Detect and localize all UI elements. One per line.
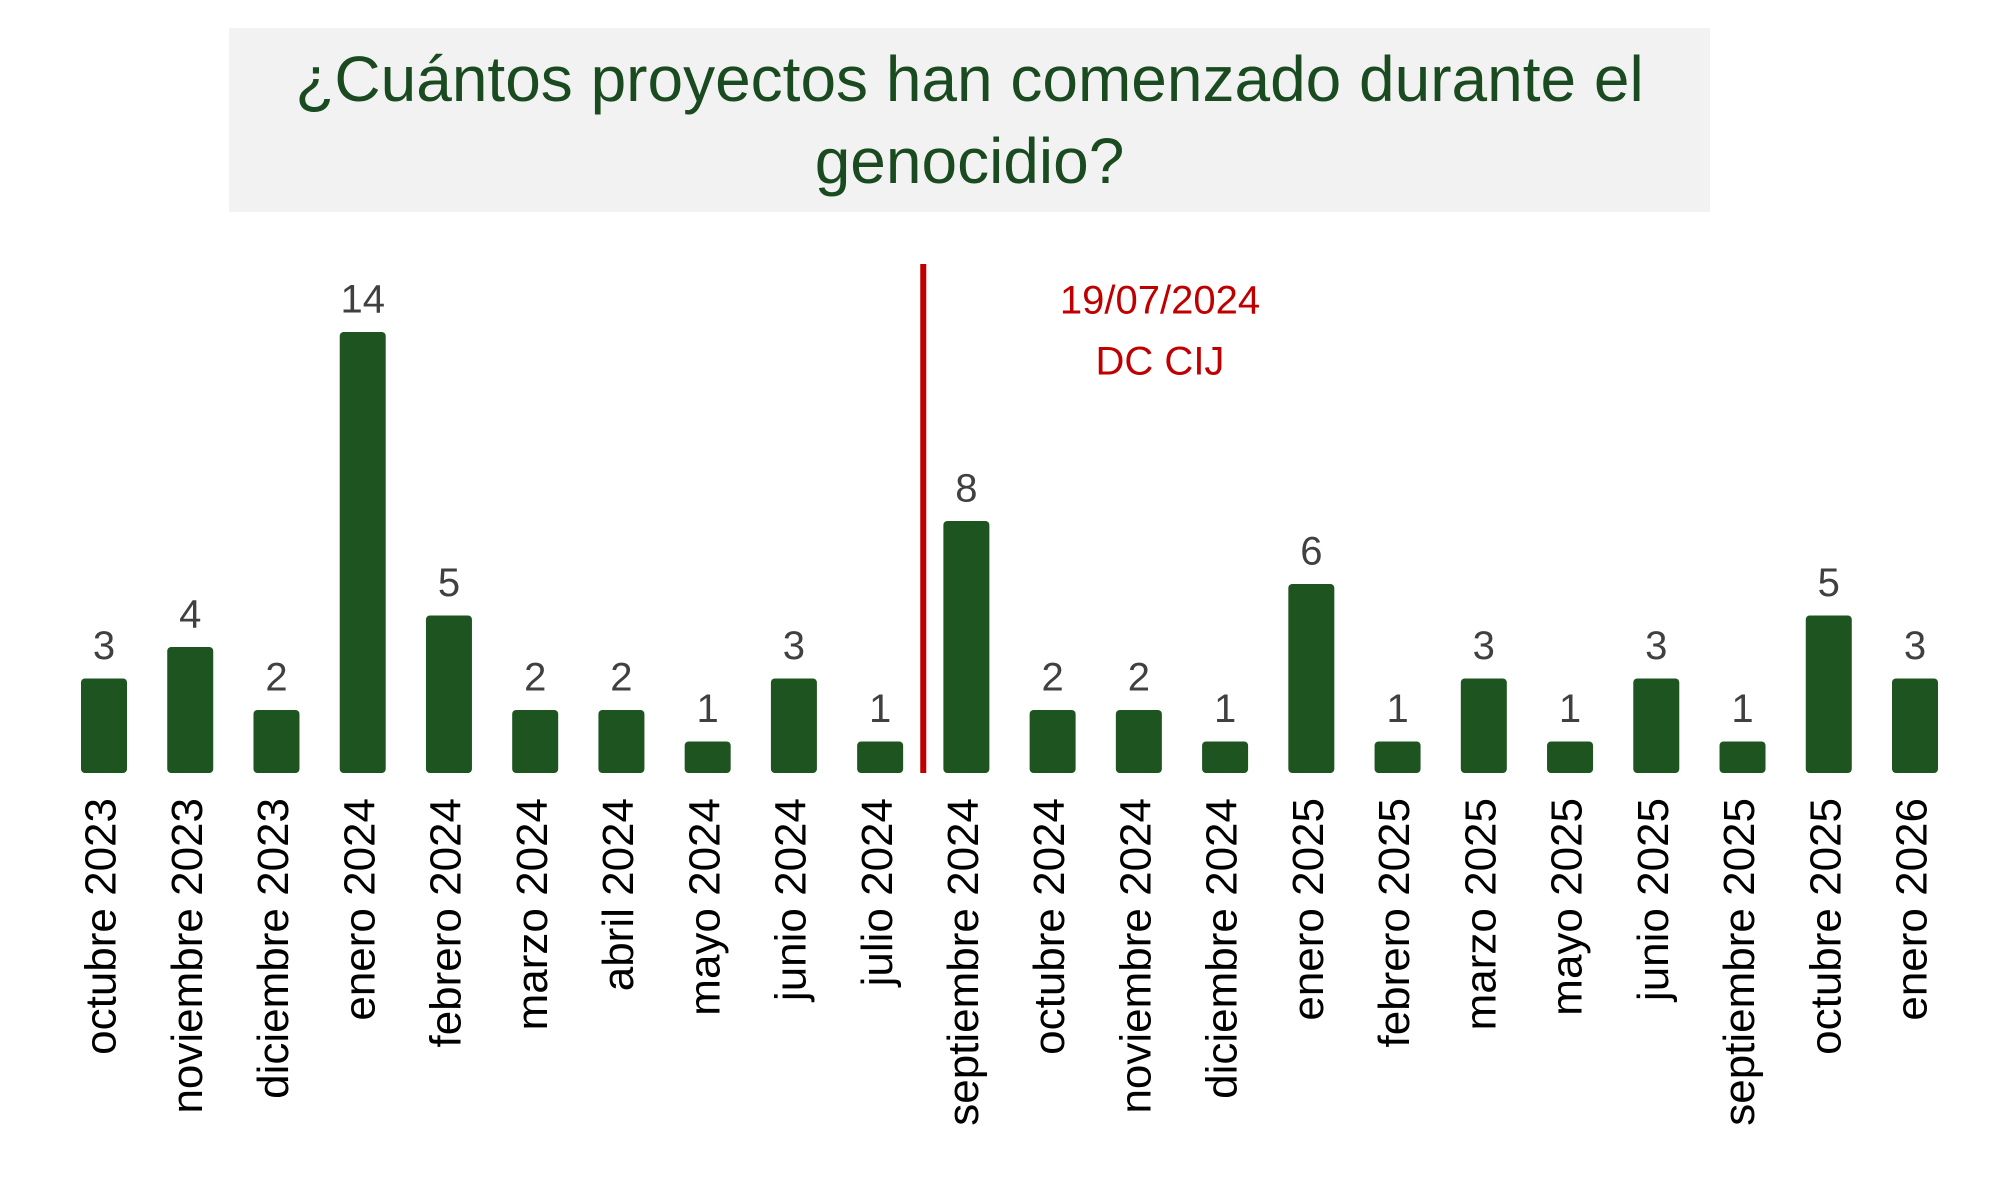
x-tick-label: enero 2025 <box>1284 798 1333 1021</box>
bar <box>1029 710 1076 773</box>
bar <box>1288 584 1335 773</box>
data-label: 3 <box>93 624 115 668</box>
x-tick-label: mayo 2024 <box>680 798 729 1016</box>
bar <box>512 710 559 773</box>
data-label: 2 <box>610 656 632 700</box>
data-label: 1 <box>1214 687 1236 731</box>
x-tick-label: octubre 2024 <box>1025 798 1074 1055</box>
data-label: 2 <box>1041 656 1063 700</box>
x-tick-label: diciembre 2023 <box>249 798 298 1099</box>
data-label: 1 <box>1731 687 1753 731</box>
data-label: 5 <box>438 561 460 605</box>
x-tick-label: noviembre 2023 <box>163 798 212 1114</box>
bar <box>1633 678 1680 773</box>
x-tick-label: noviembre 2024 <box>1111 798 1160 1114</box>
x-tick-label: octubre 2023 <box>77 798 126 1055</box>
x-tick-label: febrero 2024 <box>422 798 471 1048</box>
data-label: 2 <box>524 656 546 700</box>
data-label: 14 <box>340 278 385 322</box>
x-tick-label: marzo 2024 <box>508 798 557 1030</box>
bar <box>167 647 214 773</box>
annotation-text: 19/07/2024 <box>1060 279 1260 323</box>
bar <box>943 521 990 773</box>
data-label: 5 <box>1818 561 1840 605</box>
data-label: 3 <box>1904 624 1926 668</box>
bar <box>1202 741 1249 773</box>
bar <box>339 332 386 773</box>
x-tick-label: septiembre 2025 <box>1715 798 1764 1126</box>
bar <box>1892 678 1938 773</box>
data-label: 1 <box>869 687 891 731</box>
data-label: 1 <box>1559 687 1581 731</box>
data-label: 2 <box>265 656 287 700</box>
x-tick-label: septiembre 2024 <box>939 798 988 1126</box>
bar <box>1115 710 1162 773</box>
data-label: 2 <box>1128 656 1150 700</box>
x-tick-label: abril 2024 <box>594 798 643 991</box>
bar <box>1719 741 1766 773</box>
x-tick-label: enero 2026 <box>1888 798 1937 1021</box>
data-label: 1 <box>697 687 719 731</box>
x-tick-label: mayo 2025 <box>1543 798 1592 1016</box>
chart-title: ¿Cuántos proyectos han comenzado durante… <box>229 28 1710 212</box>
bar <box>253 710 300 773</box>
bar <box>684 741 731 773</box>
data-label: 4 <box>179 593 201 637</box>
bar <box>598 710 645 773</box>
data-label: 3 <box>1645 624 1667 668</box>
x-tick-label: julio 2024 <box>853 798 902 988</box>
data-label: 6 <box>1300 530 1322 574</box>
bar <box>770 678 817 773</box>
data-label: 3 <box>1473 624 1495 668</box>
data-label: 3 <box>783 624 805 668</box>
bar <box>1460 678 1507 773</box>
data-label: 8 <box>955 467 977 511</box>
bar <box>1547 741 1594 773</box>
x-tick-label: febrero 2025 <box>1370 798 1419 1048</box>
bar <box>425 615 472 773</box>
x-tick-label: junio 2024 <box>767 798 816 1003</box>
bar <box>857 741 904 773</box>
bar <box>1805 615 1852 773</box>
x-tick-label: marzo 2025 <box>1456 798 1505 1030</box>
annotation-text: DC CIJ <box>1096 340 1225 384</box>
data-label: 1 <box>1386 687 1408 731</box>
bar <box>1374 741 1421 773</box>
x-tick-label: junio 2025 <box>1629 798 1678 1003</box>
x-tick-label: octubre 2025 <box>1801 798 1850 1055</box>
bar <box>81 678 127 773</box>
x-tick-label: enero 2024 <box>335 798 384 1021</box>
x-tick-label: diciembre 2024 <box>1198 798 1247 1099</box>
